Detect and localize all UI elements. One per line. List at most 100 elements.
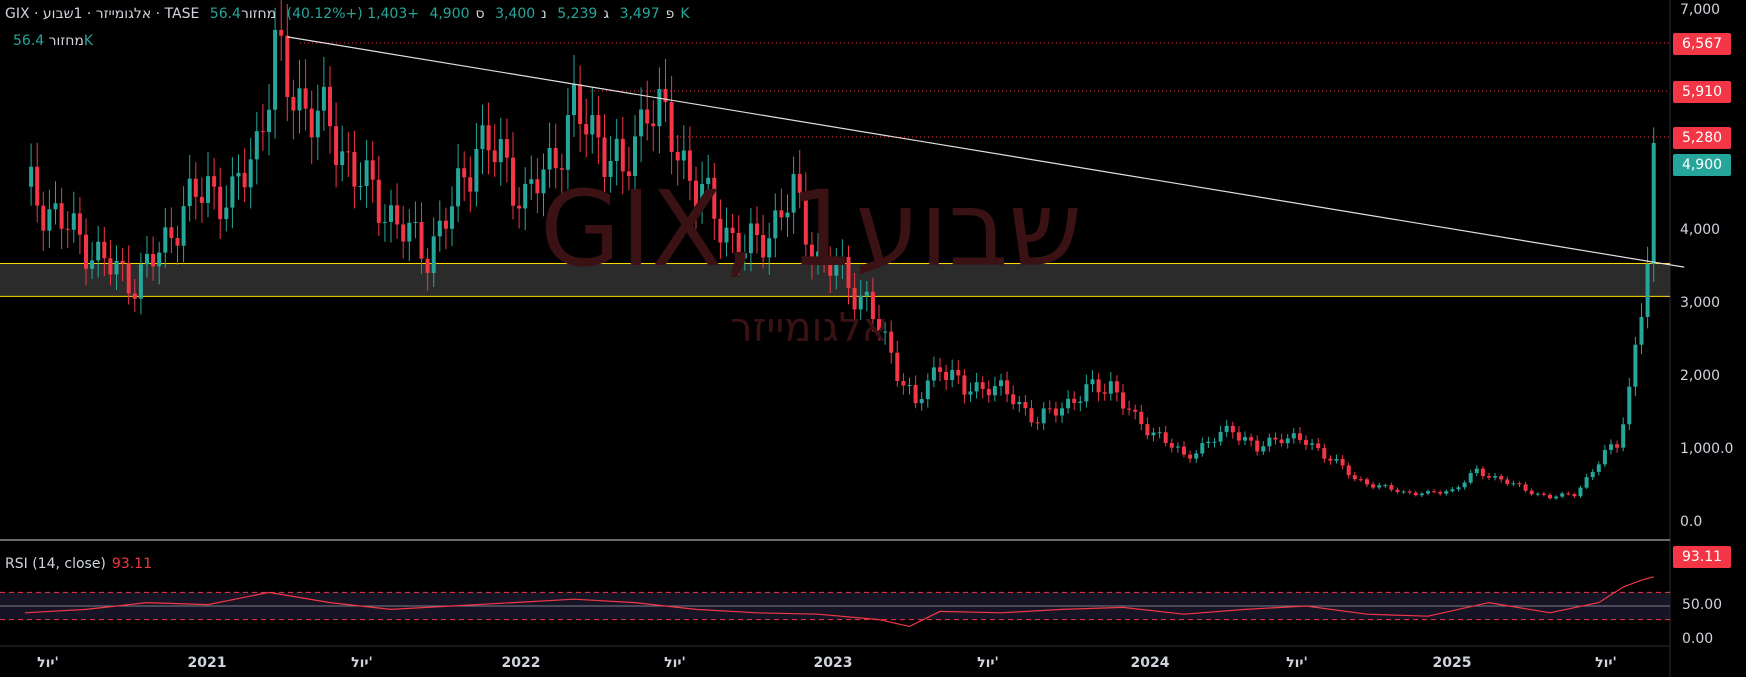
- candle-body[interactable]: [1456, 487, 1461, 490]
- candle-body[interactable]: [1066, 398, 1071, 409]
- candle-body[interactable]: [1413, 492, 1418, 496]
- candle-body[interactable]: [608, 160, 613, 177]
- candle-body[interactable]: [1175, 446, 1180, 448]
- candle-body[interactable]: [962, 375, 967, 395]
- candle-body[interactable]: [523, 183, 528, 209]
- candle-body[interactable]: [315, 110, 320, 138]
- candle-body[interactable]: [328, 86, 332, 127]
- candle-body[interactable]: [77, 213, 82, 235]
- candle-body[interactable]: [1169, 442, 1174, 448]
- candle-body[interactable]: [907, 385, 912, 387]
- candle-body[interactable]: [419, 221, 424, 259]
- candle-body[interactable]: [120, 260, 125, 264]
- candle-body[interactable]: [1322, 447, 1327, 459]
- candle-body[interactable]: [291, 96, 296, 111]
- candle-body[interactable]: [1651, 143, 1656, 264]
- candle-body[interactable]: [1133, 409, 1138, 412]
- candle-body[interactable]: [84, 234, 88, 269]
- candle-body[interactable]: [669, 102, 674, 152]
- candle-body[interactable]: [248, 159, 253, 188]
- candle-body[interactable]: [718, 218, 723, 243]
- candle-body[interactable]: [565, 115, 570, 170]
- candle-body[interactable]: [1377, 485, 1382, 488]
- candle-body[interactable]: [700, 183, 705, 207]
- candle-body[interactable]: [1084, 384, 1089, 402]
- candle-body[interactable]: [1053, 408, 1058, 416]
- candle-body[interactable]: [1529, 490, 1534, 495]
- candle-body[interactable]: [163, 227, 168, 253]
- candle-body[interactable]: [96, 241, 101, 261]
- candle-body[interactable]: [309, 108, 314, 138]
- candle-body[interactable]: [1627, 386, 1632, 425]
- candle-body[interactable]: [938, 367, 942, 372]
- candle-body[interactable]: [974, 382, 979, 392]
- candle-body[interactable]: [1609, 444, 1613, 450]
- candle-body[interactable]: [1212, 441, 1217, 443]
- candle-body[interactable]: [877, 319, 881, 332]
- candle-body[interactable]: [1047, 408, 1052, 410]
- candle-body[interactable]: [407, 222, 412, 242]
- candle-body[interactable]: [511, 157, 515, 206]
- candle-body[interactable]: [1255, 440, 1260, 452]
- candle-body[interactable]: [773, 210, 778, 239]
- candle-body[interactable]: [779, 210, 784, 218]
- candle-body[interactable]: [334, 126, 339, 166]
- candle-body[interactable]: [1230, 425, 1235, 433]
- candle-body[interactable]: [395, 205, 400, 225]
- candle-body[interactable]: [803, 192, 808, 245]
- candle-body[interactable]: [1188, 454, 1193, 459]
- candle-body[interactable]: [175, 237, 180, 246]
- candle-body[interactable]: [1523, 484, 1528, 491]
- candle-body[interactable]: [297, 88, 302, 111]
- candle-body[interactable]: [132, 293, 137, 299]
- candle-body[interactable]: [236, 172, 241, 177]
- candle-body[interactable]: [1584, 477, 1589, 488]
- candle-body[interactable]: [41, 205, 46, 231]
- candle-body[interactable]: [370, 160, 375, 180]
- candle-body[interactable]: [1444, 491, 1449, 494]
- candle-body[interactable]: [1017, 402, 1022, 405]
- candle-body[interactable]: [157, 252, 162, 267]
- candle-body[interactable]: [1316, 443, 1321, 448]
- candle-body[interactable]: [352, 151, 357, 187]
- candle-body[interactable]: [1102, 392, 1107, 394]
- candle-body[interactable]: [1572, 494, 1577, 497]
- candle-body[interactable]: [218, 186, 223, 220]
- candle-body[interactable]: [529, 179, 534, 184]
- candle-body[interactable]: [1279, 439, 1284, 444]
- candle-body[interactable]: [1127, 408, 1132, 410]
- candle-body[interactable]: [858, 295, 863, 310]
- candle-body[interactable]: [1224, 425, 1229, 432]
- candle-body[interactable]: [1291, 433, 1296, 439]
- candle-body[interactable]: [797, 173, 802, 193]
- candle-body[interactable]: [1511, 483, 1516, 485]
- candle-body[interactable]: [828, 257, 833, 276]
- candle-body[interactable]: [1358, 479, 1363, 481]
- candle-body[interactable]: [1371, 484, 1376, 488]
- candle-body[interactable]: [1029, 408, 1034, 423]
- candle-body[interactable]: [462, 168, 467, 178]
- candle-body[interactable]: [736, 233, 741, 259]
- candle-body[interactable]: [1267, 437, 1272, 447]
- candle-body[interactable]: [1487, 476, 1491, 478]
- rsi-line[interactable]: [24, 576, 1654, 628]
- candle-body[interactable]: [1480, 468, 1485, 477]
- candle-body[interactable]: [443, 220, 448, 229]
- candle-body[interactable]: [1493, 476, 1498, 478]
- candle-body[interactable]: [181, 206, 186, 246]
- candle-body[interactable]: [919, 399, 924, 404]
- candle-body[interactable]: [1121, 392, 1125, 409]
- candle-body[interactable]: [425, 258, 430, 273]
- candle-body[interactable]: [1450, 489, 1455, 492]
- candle-body[interactable]: [1090, 379, 1095, 385]
- candle-body[interactable]: [1352, 475, 1357, 480]
- candle-body[interactable]: [901, 380, 906, 386]
- candle-body[interactable]: [1633, 344, 1638, 387]
- candle-body[interactable]: [748, 223, 753, 254]
- candle-body[interactable]: [138, 264, 143, 299]
- candle-body[interactable]: [1407, 491, 1412, 493]
- candle-body[interactable]: [1517, 483, 1522, 485]
- candle-body[interactable]: [1151, 432, 1156, 436]
- candle-body[interactable]: [572, 84, 576, 116]
